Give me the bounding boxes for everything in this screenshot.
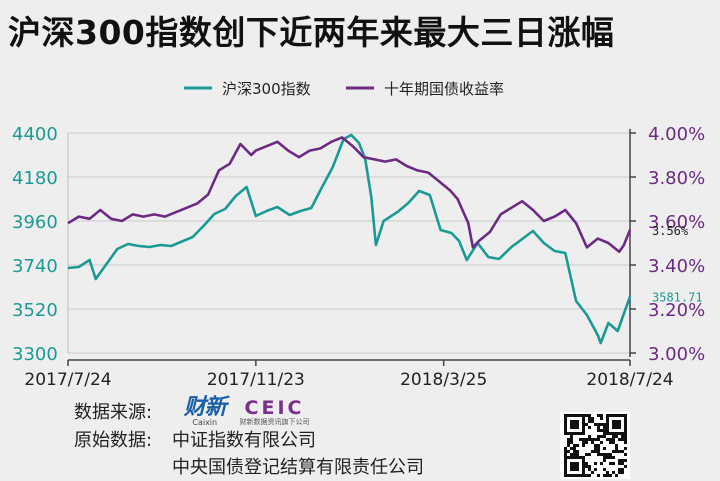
y-axis-left: 4400 4180 3960 3740 3520 3300 xyxy=(12,124,58,365)
y-right-tick-label: 4.00% xyxy=(648,124,705,145)
series-line xyxy=(67,136,632,254)
x-tick-label: 2017/7/24 xyxy=(24,370,111,390)
gridlines xyxy=(67,129,631,361)
source-row: 数据来源: 财新 Caixin CEIC 财新数据资讯旗下公司 xyxy=(74,395,424,428)
raw-row-2: 中央国债登记结算有限责任公司 xyxy=(74,454,424,481)
x-tick-label: 2018/7/24 xyxy=(586,370,673,390)
ceic-logo-sub: 财新数据资讯旗下公司 xyxy=(239,418,310,426)
series-lines xyxy=(67,133,632,345)
y-right-tick-label: 3.00% xyxy=(648,344,705,365)
ceic-logo-text: CEIC xyxy=(244,397,305,419)
raw-row-1: 原始数据: 中证指数有限公司 xyxy=(74,427,424,454)
end-labels: 3.56% 3581.71 xyxy=(652,224,703,305)
chart-legend: 沪深300指数 十年期国债收益率 xyxy=(184,80,504,98)
qr-code-image xyxy=(560,412,630,479)
x-axis: 2017/7/24 2017/11/23 2018/3/25 2018/7/24 xyxy=(24,360,674,390)
legend-label: 十年期国债收益率 xyxy=(384,80,504,98)
chart-title: 沪深300指数创下近两年来最大三日涨幅 xyxy=(8,13,615,52)
source-label: 数据来源: xyxy=(74,401,153,423)
y-right-tick-label: 3.80% xyxy=(648,168,705,189)
y-left-tick-label: 3740 xyxy=(12,256,58,277)
y-right-tick-label: 3.20% xyxy=(648,300,705,321)
x-tick-label: 2018/3/25 xyxy=(400,370,487,390)
source-footer: 数据来源: 财新 Caixin CEIC 财新数据资讯旗下公司 原始数据: 中证指… xyxy=(74,395,424,481)
x-tick-label: 2017/11/23 xyxy=(207,370,305,390)
raw-source-2: 中央国债登记结算有限责任公司 xyxy=(172,457,424,478)
legend-label: 沪深300指数 xyxy=(222,80,311,98)
series-line xyxy=(67,133,632,345)
y-right-tick-label: 3.40% xyxy=(648,256,705,277)
y-left-tick-label: 3960 xyxy=(12,212,58,233)
csi300-end-label: 3581.71 xyxy=(652,291,703,305)
bond-end-label: 3.56% xyxy=(652,224,689,238)
y-axis-right: 4.00% 3.80% 3.60% 3.40% 3.20% 3.00% xyxy=(630,124,705,365)
line-chart: 沪深300指数 十年期国债收益率 4400 4180 3960 3740 3520 3300… xyxy=(12,80,705,390)
y-left-tick-label: 4180 xyxy=(12,168,58,189)
y-left-tick-label: 4400 xyxy=(12,124,58,145)
raw-label: 原始数据: xyxy=(74,430,153,451)
caixin-logo: 财新 Caixin xyxy=(183,395,227,428)
caixin-logo-text: 财新 xyxy=(183,395,227,420)
ceic-logo: CEIC 财新数据资讯旗下公司 xyxy=(239,398,309,427)
y-left-tick-label: 3520 xyxy=(12,300,58,321)
y-right-tick-label: 3.60% xyxy=(648,212,705,233)
caixin-logo-sub: Caixin xyxy=(192,418,218,427)
y-left-tick-label: 3300 xyxy=(12,344,58,365)
raw-source-1: 中证指数有限公司 xyxy=(172,430,316,451)
